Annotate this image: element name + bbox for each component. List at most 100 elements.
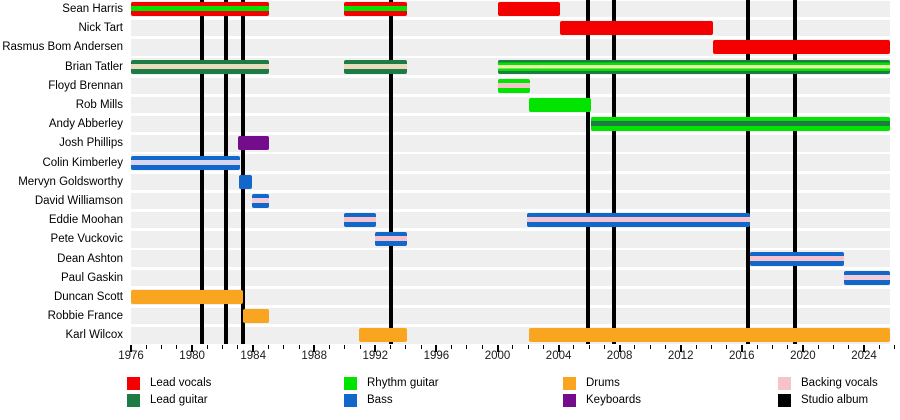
row-band [131,192,890,210]
member-label: Nick Tart [78,22,123,35]
legend-label: Studio album [801,394,869,406]
member-label: Floyd Brennan [48,79,123,92]
member-label: Paul Gaskin [60,271,123,284]
axis-minor-tick [451,345,453,349]
axis-major-tick [313,345,316,352]
axis-minor-tick [481,345,483,349]
row-band [131,96,890,114]
axis-minor-tick [649,345,651,349]
axis-minor-tick [344,345,346,349]
axis-major-tick [252,345,255,352]
axis-minor-tick [283,345,285,349]
axis-major-tick [130,345,132,352]
timeline-bar [527,213,751,228]
timeline-bar [243,309,270,324]
timeline-bar [497,2,561,16]
row-band [131,288,890,306]
timeline-bar [131,2,270,16]
axis-minor-tick [878,345,880,349]
row-band [131,250,890,267]
legend-label: Bass [367,394,393,406]
axis-minor-tick [237,345,239,349]
axis-minor-tick [573,345,575,349]
row-band [131,269,890,287]
axis-minor-tick [222,345,224,349]
member-label: Karl Wilcox [65,329,123,342]
axis-minor-tick [726,345,727,349]
timeline-bar [344,213,377,228]
member-label: Rasmus Bom Andersen [2,41,123,54]
axis-tick-label: 2000 [484,350,511,362]
axis-major-tick [801,345,804,352]
axis-minor-tick [832,345,834,349]
timeline-bar [497,59,890,74]
axis-minor-tick [466,345,468,349]
axis-major-tick [679,345,682,352]
timeline-bar [131,59,270,74]
member-label: Pete Vuckovic [50,233,123,246]
legend-swatch-lead-vocals [127,377,140,390]
row-band [131,231,890,248]
axis-major-tick [191,345,194,352]
axis-minor-tick [390,345,392,349]
legend-swatch-rhythm-guitar [344,377,357,390]
member-label: Dean Ashton [57,252,123,265]
axis-tick-label: 1988 [301,350,327,362]
legend-label: Rhythm guitar [367,377,439,389]
row-band [131,39,890,56]
row-band [131,173,890,190]
axis-tick-label: 2008 [606,350,633,362]
studio-album-line [745,0,750,344]
row-band [131,135,890,152]
timeline-bar [560,21,713,36]
timeline-bar [131,155,241,170]
axis-minor-tick [298,345,300,349]
legend-label: Lead vocals [150,377,212,389]
legend-label: Backing vocals [801,377,878,389]
legend-swatch-bass [344,394,357,407]
axis-minor-tick [787,345,789,349]
axis-major-tick [863,345,865,352]
axis-major-tick [618,345,621,352]
axis-major-tick [435,345,438,352]
timeline-bar [239,174,253,189]
member-label: Colin Kimberley [42,156,123,169]
member-label: Brian Tatler [65,60,123,73]
axis-minor-tick [695,345,697,349]
axis-minor-tick [145,345,147,349]
axis-minor-tick [588,345,590,349]
member-label: Andy Abberley [48,118,123,131]
member-label: Eddie Moohan [48,214,123,227]
axis-tick-label: 1980 [179,350,205,362]
row-band [131,307,890,325]
timeline-bar [344,59,408,74]
studio-album-line [612,0,617,344]
axis-tick-label: 2004 [545,350,572,362]
axis-minor-tick [405,345,407,349]
studio-album-line [585,0,590,344]
axis-minor-tick [634,345,636,349]
legend-swatch-keyboards [563,394,576,407]
legend-swatch-studio-album [778,394,791,407]
axis-tick-label: 2024 [851,350,877,362]
row-band [131,154,890,171]
timeline-bar [131,290,244,304]
legend-label: Lead guitar [150,394,208,406]
axis-minor-tick [176,345,178,349]
axis-minor-tick [206,345,208,349]
legend-swatch-lead-guitar [127,394,140,407]
timeline-bar [237,136,270,151]
timeline-bar [528,328,890,343]
axis-minor-tick [603,345,605,349]
axis-tick-label: 2016 [729,350,755,362]
axis-minor-tick [161,345,162,349]
timeline-bar [591,117,890,132]
axis-minor-tick [848,345,850,349]
axis-tick-label: 1984 [240,350,266,362]
axis-minor-tick [527,345,529,349]
legend-label: Drums [586,377,620,389]
legend-swatch-drums [563,377,576,390]
axis-minor-tick [894,345,895,349]
axis-major-tick [557,345,560,352]
timeline-bar [375,232,408,247]
